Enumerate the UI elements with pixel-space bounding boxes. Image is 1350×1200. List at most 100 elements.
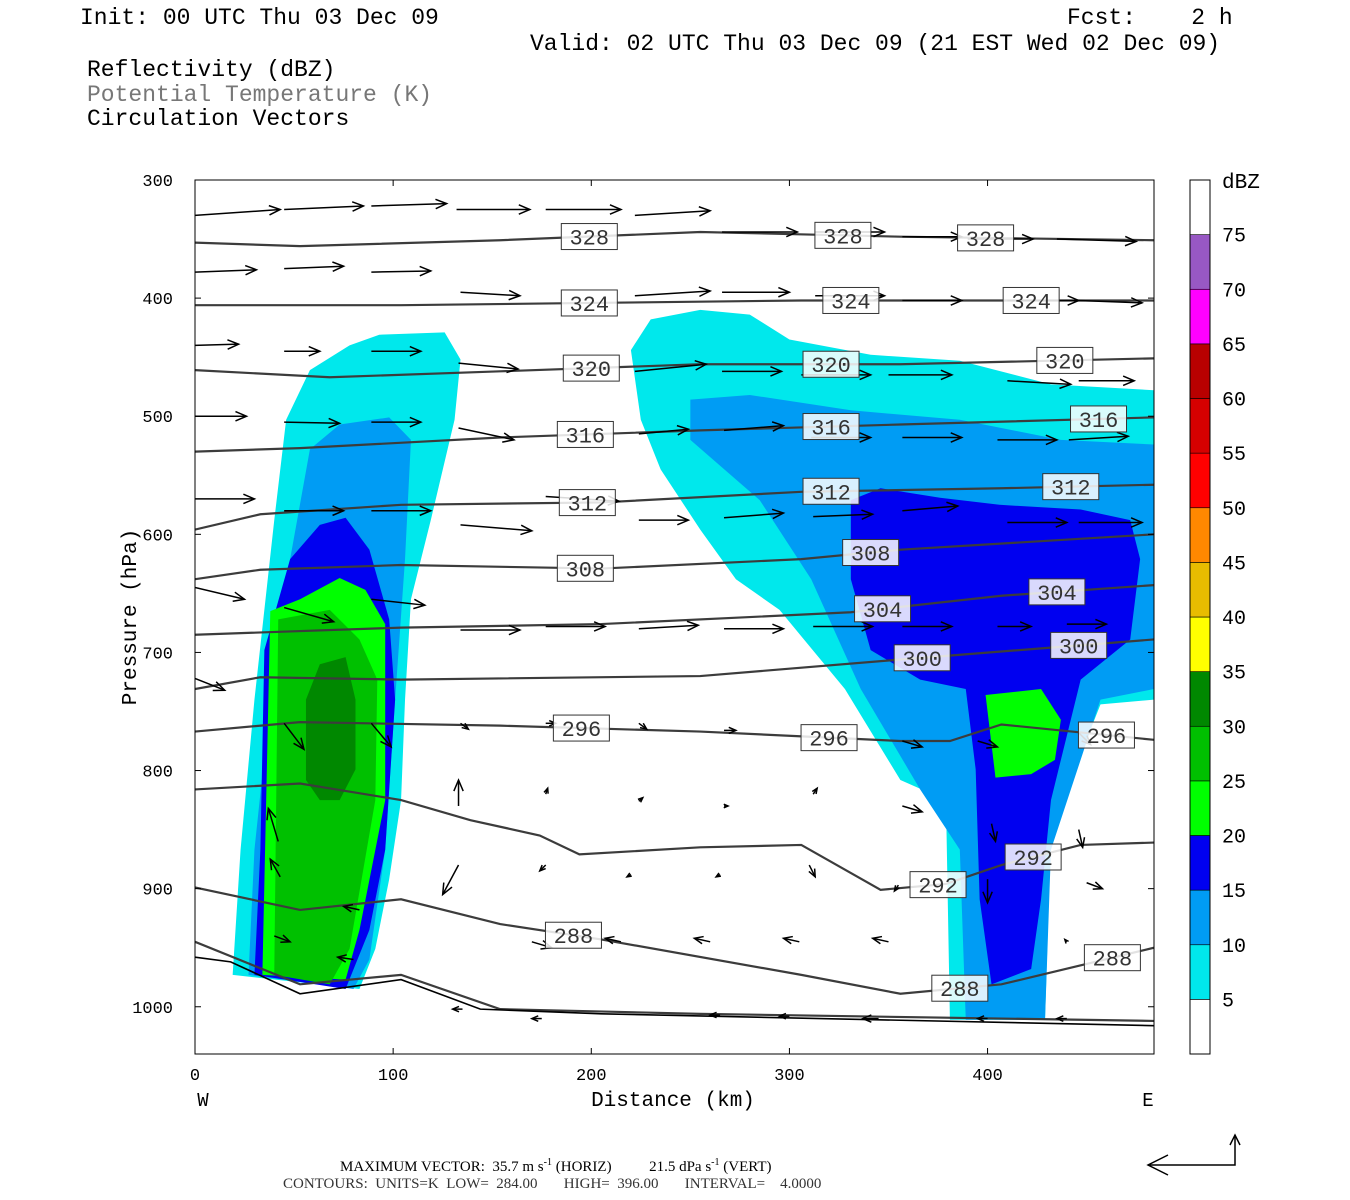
circulation-vector	[266, 806, 279, 842]
contour-label: 308	[851, 543, 891, 568]
circulation-vector	[284, 261, 346, 273]
colorbar-bin	[1189, 780, 1211, 836]
plot-frame	[194, 179, 1155, 1055]
vector-shaft	[195, 586, 245, 601]
vector-arrowhead	[676, 424, 691, 436]
vector-arrowhead	[1124, 235, 1139, 247]
contour-label: 328	[569, 227, 609, 252]
vector-arrowhead	[1076, 837, 1086, 850]
contour-label: 320	[571, 358, 611, 383]
vector-arrowhead	[728, 726, 738, 735]
circulation-vector	[902, 432, 964, 443]
vector-shaft	[872, 937, 889, 943]
contour-label: 304	[1037, 582, 1077, 607]
circulation-vector	[283, 722, 306, 751]
vector-arrowhead	[413, 598, 427, 610]
circulation-vector	[1068, 431, 1131, 443]
vector-shaft	[460, 291, 520, 297]
vector-shaft	[1078, 299, 1143, 304]
field-potential-temperature: Potential Temperature (K)	[87, 82, 433, 108]
circulation-vector	[723, 803, 730, 809]
circulation-vector	[460, 624, 522, 636]
circulation-vector	[722, 365, 784, 377]
circulation-vector	[634, 206, 713, 217]
contour-label-box	[556, 554, 614, 582]
x-tick-label: 100	[378, 1067, 409, 1086]
vector-arrowhead	[859, 369, 873, 381]
vector-arrowhead	[694, 359, 709, 371]
circulation-vector	[975, 1015, 988, 1022]
vector-arrowhead	[625, 872, 632, 878]
contours-info: CONTOURS: UNITS=K LOW= 284.00 HIGH= 396.…	[283, 1176, 822, 1192]
vector-arrowhead	[698, 206, 713, 217]
vector-shaft	[283, 606, 334, 623]
contour-label-box	[854, 595, 912, 623]
contour-label: 324	[569, 293, 609, 318]
init-time: Init: 00 UTC Thu 03 Dec 09	[80, 5, 439, 31]
circulation-vector	[371, 345, 423, 357]
vector-arrowhead	[786, 226, 800, 238]
vector-arrowhead	[811, 786, 819, 795]
circulation-vector	[1086, 881, 1105, 890]
circulation-vector	[902, 501, 960, 513]
vector-arrowhead	[280, 934, 292, 943]
circulation-vector	[1078, 297, 1145, 308]
colorbar-label: 65	[1222, 335, 1246, 358]
circulation-vector	[638, 514, 691, 526]
vector-arrowhead	[1130, 297, 1145, 308]
vector-arrowhead	[232, 591, 247, 603]
vector-shaft	[1007, 380, 1071, 386]
contour-label-box	[822, 286, 880, 314]
vector-arrowhead	[269, 857, 280, 871]
circulation-vector	[545, 621, 608, 632]
vector-shaft	[1077, 829, 1084, 848]
contour-label: 324	[831, 290, 871, 315]
contour-label: 300	[902, 648, 942, 673]
circulation-vector	[781, 935, 800, 945]
circulation-vector	[724, 726, 738, 735]
circulation-vector	[460, 289, 522, 301]
circulation-vector	[902, 295, 964, 306]
vector-shaft	[195, 208, 281, 217]
circulation-vector	[1078, 375, 1137, 387]
circulation-vector	[724, 623, 786, 635]
contour-label-box	[562, 354, 620, 382]
circulation-vector	[441, 864, 460, 897]
vector-shaft	[458, 362, 519, 370]
circulation-vector	[692, 935, 711, 945]
contour-label-box	[560, 223, 618, 251]
contour-label-box	[544, 921, 602, 949]
vector-shaft	[977, 740, 998, 748]
circulation-vector	[714, 872, 722, 878]
forecast-hour: Fcst: 2 h	[1067, 5, 1233, 31]
reference-vector-arrowhead-icon	[1229, 1133, 1241, 1146]
vector-arrowhead	[1055, 517, 1069, 528]
vector-arrowhead	[1095, 618, 1109, 630]
contour-label-box	[931, 974, 989, 1002]
max-vector-label: MAXIMUM VECTOR:	[340, 1159, 485, 1175]
circulation-vector	[638, 722, 649, 731]
contour-label: 296	[809, 728, 849, 753]
circulation-vector	[603, 935, 622, 945]
vector-shaft	[634, 209, 711, 217]
reference-vector-arrowhead-icon	[1146, 1154, 1169, 1176]
vector-arrowhead	[308, 345, 322, 357]
y-axis-label: Pressure (hPa)	[120, 529, 143, 705]
vector-shaft	[723, 424, 784, 432]
plot-area: 328 328 328 324 324 324 320 320 320 316 316 316 312 3…	[195, 198, 1154, 1027]
vector-arrowhead	[293, 737, 306, 751]
circulation-vector	[634, 286, 713, 298]
vector-shaft	[813, 513, 873, 518]
circulation-vector	[195, 493, 257, 505]
circulation-vector	[722, 226, 800, 238]
vector-shaft	[638, 428, 689, 435]
vector-arrowhead	[637, 796, 645, 803]
vector-arrowhead	[529, 1015, 539, 1022]
circulation-vector	[1056, 235, 1139, 247]
colorbar-bin	[1189, 944, 1211, 1000]
circulation-vector	[1066, 618, 1109, 630]
vector-shaft	[634, 363, 707, 373]
vector-shaft	[460, 524, 532, 532]
circulation-vector	[371, 505, 433, 517]
colorbar-bin	[1189, 288, 1211, 345]
